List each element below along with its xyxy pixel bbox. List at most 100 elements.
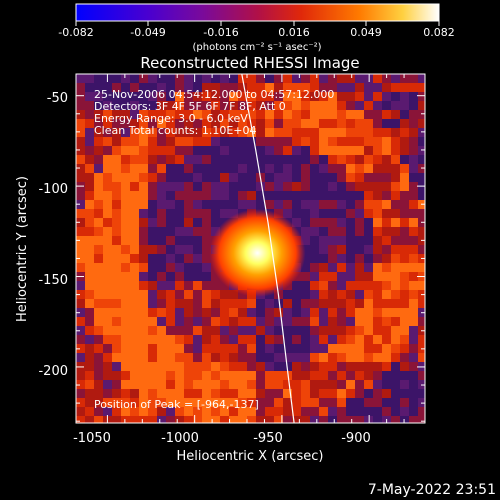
heatmap-cell	[229, 137, 238, 146]
heatmap-cell	[364, 83, 373, 92]
heatmap-cell	[409, 137, 418, 146]
heatmap-cell	[355, 74, 364, 83]
heatmap-cell	[184, 119, 193, 128]
heatmap-cell	[220, 182, 229, 191]
heatmap-cell	[301, 245, 310, 254]
heatmap-cell	[139, 245, 148, 254]
heatmap-cell	[130, 218, 139, 227]
heatmap-cell	[220, 200, 229, 209]
heatmap-cell	[400, 173, 409, 182]
heatmap-cell	[157, 128, 166, 137]
heatmap-cell	[139, 353, 148, 362]
heatmap-cell	[130, 326, 139, 335]
heatmap-cell	[202, 173, 211, 182]
heatmap-cell	[220, 389, 229, 398]
heatmap-cell	[112, 137, 121, 146]
heatmap-cell	[319, 299, 328, 308]
heatmap-cell	[364, 245, 373, 254]
heatmap-cell	[157, 371, 166, 380]
heatmap-cell	[256, 182, 265, 191]
heatmap-cell	[139, 398, 148, 407]
heatmap-cell	[76, 281, 85, 290]
heatmap-cell	[103, 164, 112, 173]
heatmap-cell	[220, 407, 229, 416]
heatmap-cell	[265, 371, 274, 380]
heatmap-cell	[364, 155, 373, 164]
heatmap-cell	[247, 389, 256, 398]
heatmap-cell	[400, 290, 409, 299]
heatmap-cell	[373, 182, 382, 191]
heatmap-cell	[337, 83, 346, 92]
heatmap-cell	[238, 119, 247, 128]
heatmap-cell	[166, 227, 175, 236]
heatmap-cell	[202, 128, 211, 137]
heatmap-cell	[283, 371, 292, 380]
heatmap-cell	[148, 344, 157, 353]
heatmap-cell	[355, 362, 364, 371]
heatmap-cell	[112, 344, 121, 353]
heatmap-cell	[265, 74, 274, 83]
heatmap-cell	[139, 380, 148, 389]
heatmap-cell	[391, 290, 400, 299]
heatmap-cell	[139, 254, 148, 263]
heatmap-cell	[121, 326, 130, 335]
heatmap-cell	[328, 110, 337, 119]
heatmap-cell	[94, 164, 103, 173]
heatmap-cell	[337, 362, 346, 371]
heatmap-cell	[283, 191, 292, 200]
heatmap-cell	[175, 281, 184, 290]
heatmap-cell	[94, 281, 103, 290]
heatmap-cell	[328, 119, 337, 128]
heatmap-cell	[247, 83, 256, 92]
heatmap-cell	[157, 236, 166, 245]
heatmap-cell	[211, 398, 220, 407]
heatmap-cell	[247, 182, 256, 191]
heatmap-cell	[166, 236, 175, 245]
heatmap-cell	[184, 344, 193, 353]
heatmap-cell	[409, 380, 418, 389]
heatmap-cell	[283, 74, 292, 83]
heatmap-cell	[157, 389, 166, 398]
heatmap-cell	[211, 380, 220, 389]
heatmap-cell	[130, 119, 139, 128]
heatmap-cell	[130, 137, 139, 146]
heatmap-cell	[103, 281, 112, 290]
heatmap-cell	[328, 407, 337, 416]
heatmap-cell	[400, 101, 409, 110]
heatmap-cell	[418, 128, 425, 137]
heatmap-cell	[328, 146, 337, 155]
heatmap-cell	[355, 209, 364, 218]
heatmap-cell	[391, 335, 400, 344]
heatmap-cell	[310, 110, 319, 119]
heatmap-cell	[139, 281, 148, 290]
heatmap-cell	[175, 74, 184, 83]
heatmap-cell	[238, 101, 247, 110]
heatmap-cell	[418, 101, 425, 110]
heatmap-cell	[202, 371, 211, 380]
heatmap-cell	[373, 362, 382, 371]
heatmap-cell	[148, 236, 157, 245]
heatmap-cell	[301, 272, 310, 281]
heatmap-cell	[193, 380, 202, 389]
heatmap-cell	[139, 407, 148, 416]
heatmap-cell	[274, 155, 283, 164]
heatmap-cell	[292, 74, 301, 83]
heatmap-cell	[337, 416, 346, 423]
heatmap-cell	[310, 245, 319, 254]
heatmap-cell	[418, 380, 425, 389]
heatmap-cell	[409, 191, 418, 200]
heatmap-cell	[247, 137, 256, 146]
heatmap-cell	[202, 218, 211, 227]
heatmap-cell	[229, 380, 238, 389]
heatmap-cell	[364, 344, 373, 353]
heatmap-cell	[175, 299, 184, 308]
heatmap-cell	[130, 290, 139, 299]
heatmap-cell	[76, 299, 85, 308]
heatmap-cell	[355, 416, 364, 423]
heatmap-cell	[247, 398, 256, 407]
heatmap-cell	[193, 227, 202, 236]
heatmap-cell	[355, 398, 364, 407]
heatmap-cell	[193, 371, 202, 380]
heatmap-cell	[94, 218, 103, 227]
heatmap-cell	[247, 92, 256, 101]
